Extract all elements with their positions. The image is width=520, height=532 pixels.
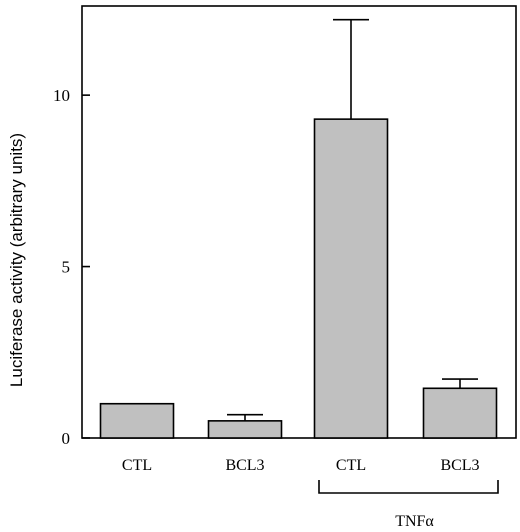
y-axis-label: Luciferase activity (arbitrary units) [7, 133, 26, 387]
category-label: CTL [122, 457, 152, 474]
x-axis-labels: CTL BCL3 CTL BCL3 [122, 457, 480, 474]
bar [313, 118, 389, 439]
bars [99, 18, 498, 439]
group-bracket [318, 480, 499, 494]
y-axis: 0 5 10 [53, 86, 90, 448]
plot-frame [81, 5, 517, 439]
group-label: TNFα [395, 513, 434, 530]
y-tick-label: 5 [62, 258, 71, 277]
bar [207, 420, 283, 439]
y-tick-label: 10 [53, 86, 70, 105]
bar [99, 402, 175, 439]
category-label: BCL3 [440, 457, 479, 474]
plot-border [81, 5, 517, 439]
y-tick-label: 0 [62, 429, 71, 448]
group-annotation: TNFα [318, 480, 499, 530]
category-label: BCL3 [225, 457, 264, 474]
bar [422, 387, 498, 439]
category-label: CTL [336, 457, 366, 474]
